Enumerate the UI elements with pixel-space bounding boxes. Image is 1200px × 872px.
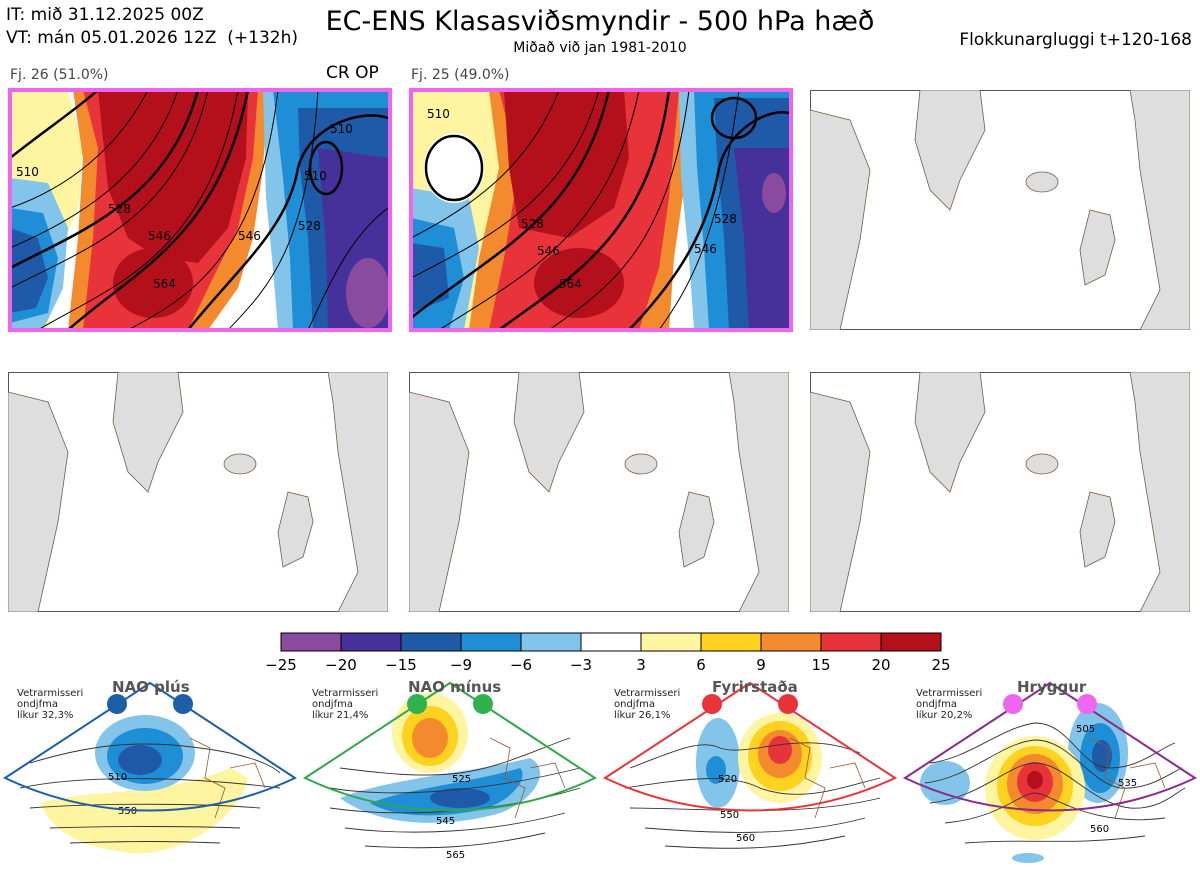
colorbar-tick-label: −20 (325, 656, 357, 674)
panel-2-contour-label: 528 (521, 217, 544, 231)
run-times: IT: mið 31.12.2025 00Z VT: mán 05.01.202… (6, 4, 298, 50)
colorbar-swatch (700, 632, 762, 652)
regime-contour-label: 560 (736, 833, 755, 844)
cluster-map-3 (810, 90, 1190, 330)
colorbar-swatch (580, 632, 642, 652)
colorbar-tick-label: −3 (569, 656, 593, 674)
valid-time: VT: mán 05.01.2026 12Z (+132h) (6, 28, 298, 48)
colorbar-tick-label: 6 (696, 656, 706, 674)
regime-ridge: 505 535 560 Hryggur Vetrarmisseri ondjfm… (900, 678, 1200, 868)
regime-blocking: 520 550 560 Fyrirstaða Vetrarmisseri ond… (600, 678, 900, 868)
cluster-map-6 (810, 372, 1190, 612)
initial-time: IT: mið 31.12.2025 00Z (6, 5, 204, 25)
regime-nao-plus-svg: 510 550 (2, 681, 298, 854)
regime-name: Hryggur (1017, 678, 1087, 696)
panel-1-contour-label: 510 (330, 122, 353, 136)
panel-2-contour-label: 546 (694, 242, 717, 256)
panel-1-label: Fj. 26 (51.0%) (10, 67, 109, 83)
regime-contour-label: 520 (718, 774, 737, 785)
panel-1-contour-label: 528 (298, 219, 321, 233)
colorbar-tick-label: 25 (931, 656, 951, 674)
regime-note: Vetrarmisseri ondjfma líkur 20,2% (916, 688, 983, 721)
page-title: EC-ENS Klasasviðsmyndir - 500 hPa hæð (325, 6, 875, 37)
regime-contour-label: 545 (436, 816, 455, 827)
cluster-map-5-svg (409, 372, 789, 612)
cluster-map-6-svg (810, 372, 1190, 612)
colorbar-swatch (520, 632, 582, 652)
colorbar-tick-label: 9 (756, 656, 766, 674)
colorbar-tick-label: 3 (636, 656, 646, 674)
regime-note: Vetrarmisseri ondjfma líkur 21,4% (312, 688, 379, 721)
panel-1-contour-label: 546 (148, 229, 171, 243)
cluster-map-1: 510 546 528 546 564 510 528 510 (8, 88, 392, 332)
colorbar-swatch (400, 632, 462, 652)
panel-2-label: Fj. 25 (49.0%) (411, 67, 510, 83)
regime-name: NAO plús (112, 678, 190, 696)
panel-1-contour-label: 510 (16, 165, 39, 179)
panel-2-contour-label: 546 (537, 244, 560, 258)
regime-note: Vetrarmisseri ondjfma líkur 26,1% (614, 688, 681, 721)
cluster-map-2: 510 528 546 564 528 546 (409, 88, 793, 332)
regime-nao-minus-svg: 525 545 565 (302, 681, 598, 861)
panel-2-contour-label: 564 (559, 277, 582, 291)
panel-1-contour-label: 564 (153, 277, 176, 291)
regime-contour-label: 550 (118, 806, 137, 817)
panel-2-contour-label: 510 (427, 107, 450, 121)
regime-nao-minus: 525 545 565 NAO mínus Vetrarmisseri ondj… (300, 678, 600, 868)
panel-1-tag: CR OP (326, 63, 379, 83)
cluster-map-4-svg (8, 372, 388, 612)
colorbar-swatch (460, 632, 522, 652)
colorbar (280, 632, 942, 656)
regime-note: Vetrarmisseri ondjfma líkur 32,3% (17, 688, 84, 721)
regime-contour-label: 535 (1118, 778, 1137, 789)
panel-1-contour-label: 528 (108, 202, 131, 216)
colorbar-tick-label: −6 (509, 656, 533, 674)
colorbar-swatch (640, 632, 702, 652)
regime-contour-label: 525 (452, 774, 471, 785)
colorbar-tick-label: 20 (871, 656, 891, 674)
cluster-map-5 (409, 372, 789, 612)
regime-name: NAO mínus (408, 678, 502, 696)
regime-contour-label: 550 (720, 810, 739, 821)
colorbar-swatch (820, 632, 882, 652)
colorbar-svg (280, 632, 942, 652)
regime-nao-plus: 510 550 NAO plús Vetrarmisseri ondjfma l… (0, 678, 300, 868)
colorbar-tick-label: −25 (265, 656, 297, 674)
colorbar-tick-label: −15 (385, 656, 417, 674)
regime-name: Fyrirstaða (712, 678, 798, 696)
panel-1-contour-label: 546 (238, 229, 261, 243)
colorbar-swatch (280, 632, 342, 652)
cluster-map-1-svg: 510 546 528 546 564 510 528 510 (8, 88, 392, 332)
colorbar-tick-label: −9 (449, 656, 473, 674)
colorbar-swatch (340, 632, 402, 652)
regime-blocking-svg: 520 550 560 (602, 681, 898, 849)
cluster-map-3-svg (810, 90, 1190, 330)
regime-contour-label: 505 (1076, 724, 1095, 735)
panel-1-contour-label: 510 (304, 169, 327, 183)
colorbar-swatch (760, 632, 822, 652)
colorbar-swatch (880, 632, 942, 652)
cluster-map-4 (8, 372, 388, 612)
cluster-map-2-svg: 510 528 546 564 528 546 (409, 88, 793, 332)
page-subtitle: Miðað við jan 1981-2010 (513, 40, 687, 56)
colorbar-tick-label: 15 (811, 656, 831, 674)
regime-ridge-svg: 505 535 560 (902, 681, 1198, 863)
classification-window: Flokkunargluggi t+120-168 (959, 30, 1192, 50)
regime-contour-label: 510 (108, 772, 127, 783)
regime-contour-label: 560 (1090, 824, 1109, 835)
panel-2-contour-label: 528 (714, 212, 737, 226)
regime-contour-label: 565 (446, 850, 465, 861)
